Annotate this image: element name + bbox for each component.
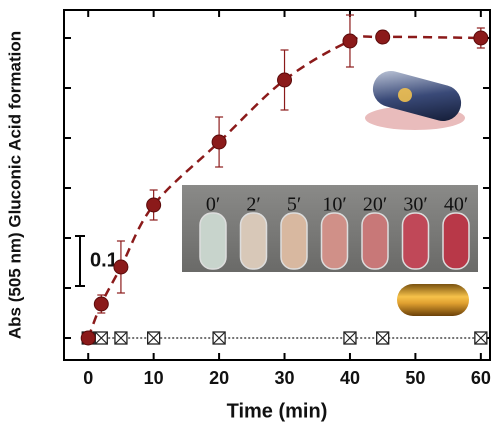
x-tick-label: 20	[209, 368, 229, 388]
chart: 0′ 2′ 5′ 10′ 20′ 30′ 40′ Time (min) Abs (505 n…	[0, 0, 492, 427]
data-point	[474, 31, 488, 45]
inset-label: 30′	[403, 194, 427, 216]
control-marker	[115, 332, 127, 344]
x-axis-label: Time (min)	[227, 400, 328, 422]
x-tick-label: 30	[275, 368, 295, 388]
data-point	[81, 331, 95, 345]
tube	[241, 213, 267, 269]
tube	[281, 213, 307, 269]
tube	[362, 213, 388, 269]
inset-label: 10′	[322, 194, 346, 216]
inset-label: 5′	[287, 194, 301, 216]
control-marker	[95, 332, 107, 344]
data-point	[94, 297, 108, 311]
data-point	[147, 198, 161, 212]
control-marker	[148, 332, 160, 344]
control-marker	[213, 332, 225, 344]
inset-label: 40′	[444, 194, 468, 216]
y-axis-label: Abs (505 nm) Gluconic Acid formation	[5, 31, 24, 339]
inset-label: 2′	[246, 194, 260, 216]
tube	[443, 213, 469, 269]
inset-label: 20′	[363, 194, 387, 216]
x-tick-label: 10	[144, 368, 164, 388]
data-point	[343, 34, 357, 48]
data-point	[278, 73, 292, 87]
data-point	[114, 260, 128, 274]
tube	[322, 213, 348, 269]
data-point	[376, 30, 390, 44]
x-tick-label: 60	[471, 368, 491, 388]
x-tick-label: 40	[340, 368, 360, 388]
inset-photo: 0′ 2′ 5′ 10′ 20′ 30′ 40′	[182, 185, 478, 272]
x-tick-label: 50	[405, 368, 425, 388]
control-marker	[344, 332, 356, 344]
inset-label: 0′	[206, 194, 220, 216]
control-marker	[475, 332, 487, 344]
tube	[200, 213, 226, 269]
control-marker	[377, 332, 389, 344]
x-tick-label: 0	[83, 368, 93, 388]
tube	[403, 213, 429, 269]
data-point	[212, 135, 226, 149]
